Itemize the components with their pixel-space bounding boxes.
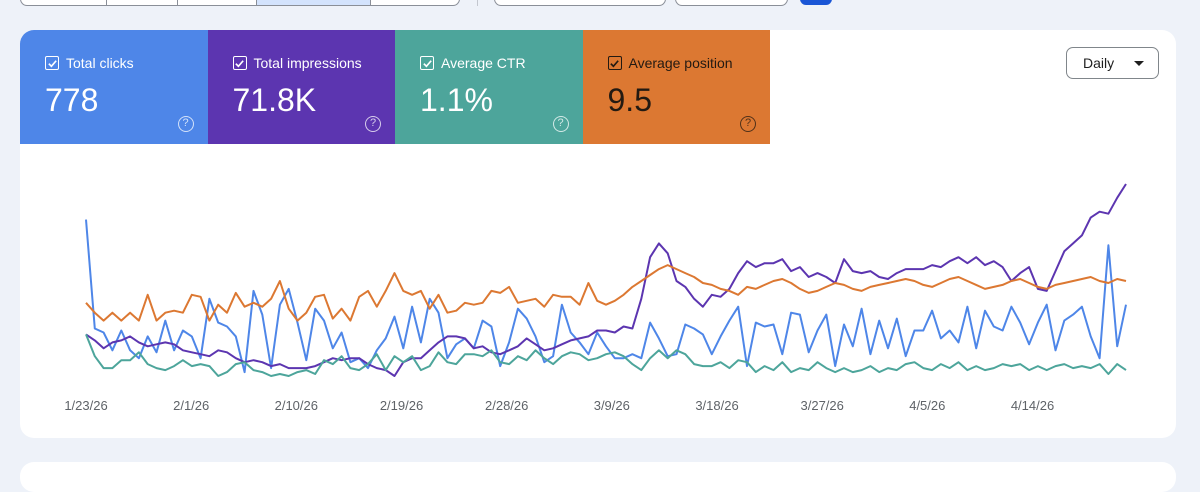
- help-icon[interactable]: ?: [740, 116, 756, 132]
- metric-name: Average position: [628, 55, 733, 71]
- x-tick-label: 2/28/26: [485, 398, 528, 413]
- metric-name: Average CTR: [441, 55, 526, 71]
- help-icon[interactable]: ?: [365, 116, 381, 132]
- metric-name: Total impressions: [253, 55, 362, 71]
- help-icon[interactable]: ?: [177, 116, 194, 132]
- metric-tile-impressions[interactable]: Total impressions 71.8K ?: [207, 30, 395, 144]
- x-tick-label: 3/9/26: [594, 398, 630, 413]
- metric-value: 778: [45, 82, 99, 118]
- series-line-3[interactable]: [85, 334, 1127, 377]
- series-line-2[interactable]: [85, 183, 1127, 377]
- filter-button[interactable]: [675, 0, 788, 6]
- x-tick-label: 2/10/26: [275, 398, 318, 413]
- next-card: [20, 462, 1176, 492]
- x-tick-label: 4/5/26: [909, 398, 945, 413]
- series-line-4[interactable]: [85, 264, 1127, 322]
- metric-tile-ctr[interactable]: Average CTR 1.1% ?: [395, 30, 583, 144]
- filter-segment[interactable]: [371, 0, 459, 5]
- performance-card: Total clicks 778 ? Total impressions 71.…: [20, 30, 1176, 438]
- x-tick-label: 1/23/26: [64, 398, 107, 413]
- toolbar-divider: [477, 0, 478, 6]
- metric-value: 1.1%: [420, 82, 493, 118]
- granularity-dropdown[interactable]: Daily: [1066, 47, 1159, 79]
- series-line-1[interactable]: [85, 219, 1127, 374]
- checkbox-checked-icon[interactable]: [607, 56, 622, 70]
- filter-segment-selected[interactable]: [256, 0, 372, 5]
- filter-segment[interactable]: [178, 0, 257, 5]
- x-tick-label: 4/14/26: [1011, 398, 1054, 413]
- checkbox-checked-icon[interactable]: [232, 56, 247, 70]
- x-tick-label: 3/27/26: [801, 398, 844, 413]
- metric-value: 9.5: [607, 82, 652, 118]
- metric-tiles: Total clicks 778 ? Total impressions 71.…: [20, 30, 770, 144]
- granularity-label: Daily: [1083, 55, 1115, 71]
- filter-button[interactable]: [494, 0, 666, 6]
- checkbox-checked-icon[interactable]: [45, 56, 59, 70]
- metric-name: Total clicks: [66, 55, 134, 71]
- filter-segment-group[interactable]: [20, 0, 460, 6]
- dropdown-arrow-icon: [1134, 61, 1144, 66]
- filter-segment[interactable]: [107, 0, 179, 5]
- filter-segment[interactable]: [21, 0, 107, 5]
- x-tick-label: 3/18/26: [695, 398, 738, 413]
- x-tick-label: 2/19/26: [380, 398, 423, 413]
- performance-line-chart[interactable]: 1/23/26 2/1/26 2/10/26 2/19/26 2/28/26 3/9/26…: [20, 30, 1176, 438]
- apply-button[interactable]: [800, 0, 832, 5]
- metric-tile-clicks[interactable]: Total clicks 778 ?: [20, 30, 208, 144]
- x-tick-label: 2/1/26: [173, 398, 209, 413]
- help-icon[interactable]: ?: [552, 116, 569, 132]
- metric-tile-position[interactable]: Average position 9.5 ?: [582, 30, 770, 144]
- metric-value: 71.8K: [232, 82, 317, 118]
- checkbox-checked-icon[interactable]: [420, 56, 434, 70]
